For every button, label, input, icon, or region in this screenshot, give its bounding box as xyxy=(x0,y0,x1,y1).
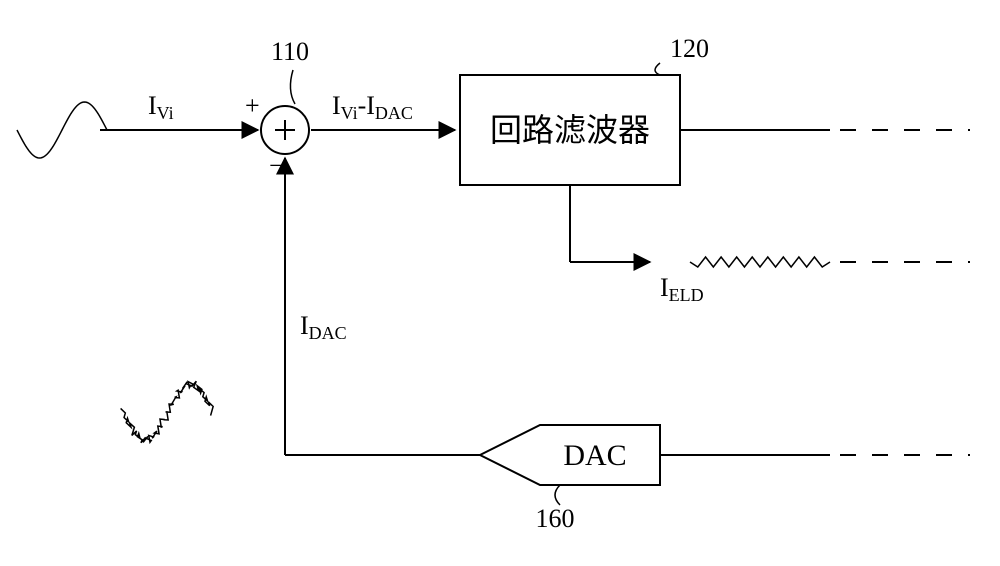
svg-text:DAC: DAC xyxy=(563,439,626,472)
svg-text:+: + xyxy=(245,91,260,120)
svg-text:−: − xyxy=(269,151,284,180)
label-ivi: IVi xyxy=(148,91,174,123)
label-idac: IDAC xyxy=(300,311,347,343)
svg-text:160: 160 xyxy=(536,504,575,533)
label-diff: IVi-IDAC xyxy=(332,91,413,123)
svg-text:回路滤波器: 回路滤波器 xyxy=(490,112,650,148)
svg-text:110: 110 xyxy=(271,37,309,66)
label-ield: IELD xyxy=(660,273,704,305)
svg-text:120: 120 xyxy=(670,34,709,63)
